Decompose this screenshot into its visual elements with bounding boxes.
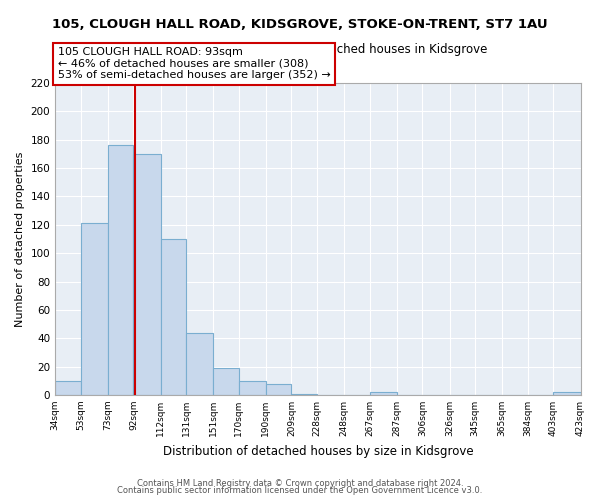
Bar [108,146,133,395]
Bar [239,381,266,395]
Bar [266,384,292,395]
Bar [161,239,186,395]
Bar [213,368,239,395]
Y-axis label: Number of detached properties: Number of detached properties [15,152,25,326]
Bar [553,392,581,395]
Bar [292,394,317,395]
Text: 105 CLOUGH HALL ROAD: 93sqm
← 46% of detached houses are smaller (308)
53% of se: 105 CLOUGH HALL ROAD: 93sqm ← 46% of det… [58,47,331,80]
Text: Contains public sector information licensed under the Open Government Licence v3: Contains public sector information licen… [118,486,482,495]
Text: Contains HM Land Registry data © Crown copyright and database right 2024.: Contains HM Land Registry data © Crown c… [137,478,463,488]
Bar [55,381,81,395]
Bar [133,154,161,395]
Bar [370,392,397,395]
Bar [186,332,213,395]
X-axis label: Distribution of detached houses by size in Kidsgrove: Distribution of detached houses by size … [163,444,473,458]
Bar [81,224,108,395]
Title: Size of property relative to detached houses in Kidsgrove: Size of property relative to detached ho… [148,42,488,56]
Text: 105, CLOUGH HALL ROAD, KIDSGROVE, STOKE-ON-TRENT, ST7 1AU: 105, CLOUGH HALL ROAD, KIDSGROVE, STOKE-… [52,18,548,30]
